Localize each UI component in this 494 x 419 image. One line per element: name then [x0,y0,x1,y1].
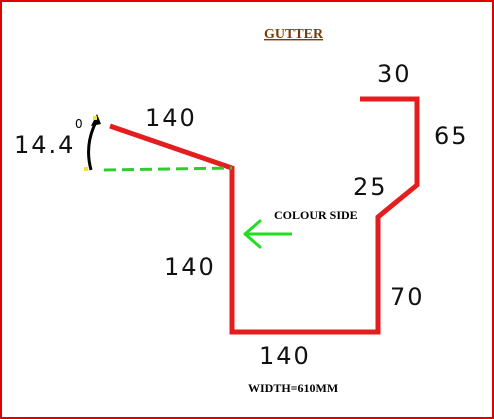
dim-right-step: 25 [353,173,388,201]
gutter-profile [109,96,420,335]
angle-value: 14.4 [14,131,75,159]
angle-unit: 0 [75,117,83,131]
angle-endpoint-bottom [84,167,88,171]
colour-side-arrow-icon [243,219,292,249]
dim-right-lower: 70 [390,283,425,311]
horizontal-reference-line [103,166,233,172]
dim-bottom: 140 [259,342,311,370]
dim-left-vertical: 140 [164,253,216,281]
angle-arc [87,119,99,171]
dim-right-upper: 65 [434,122,469,150]
angle-endpoint-top [93,116,97,120]
drawing-title: GUTTER [264,27,324,42]
dim-top-return: 30 [377,60,412,88]
width-label: WIDTH=610MM [248,381,338,395]
colour-side-label: COLOUR SIDE [274,208,358,222]
dim-slope: 140 [145,104,197,132]
